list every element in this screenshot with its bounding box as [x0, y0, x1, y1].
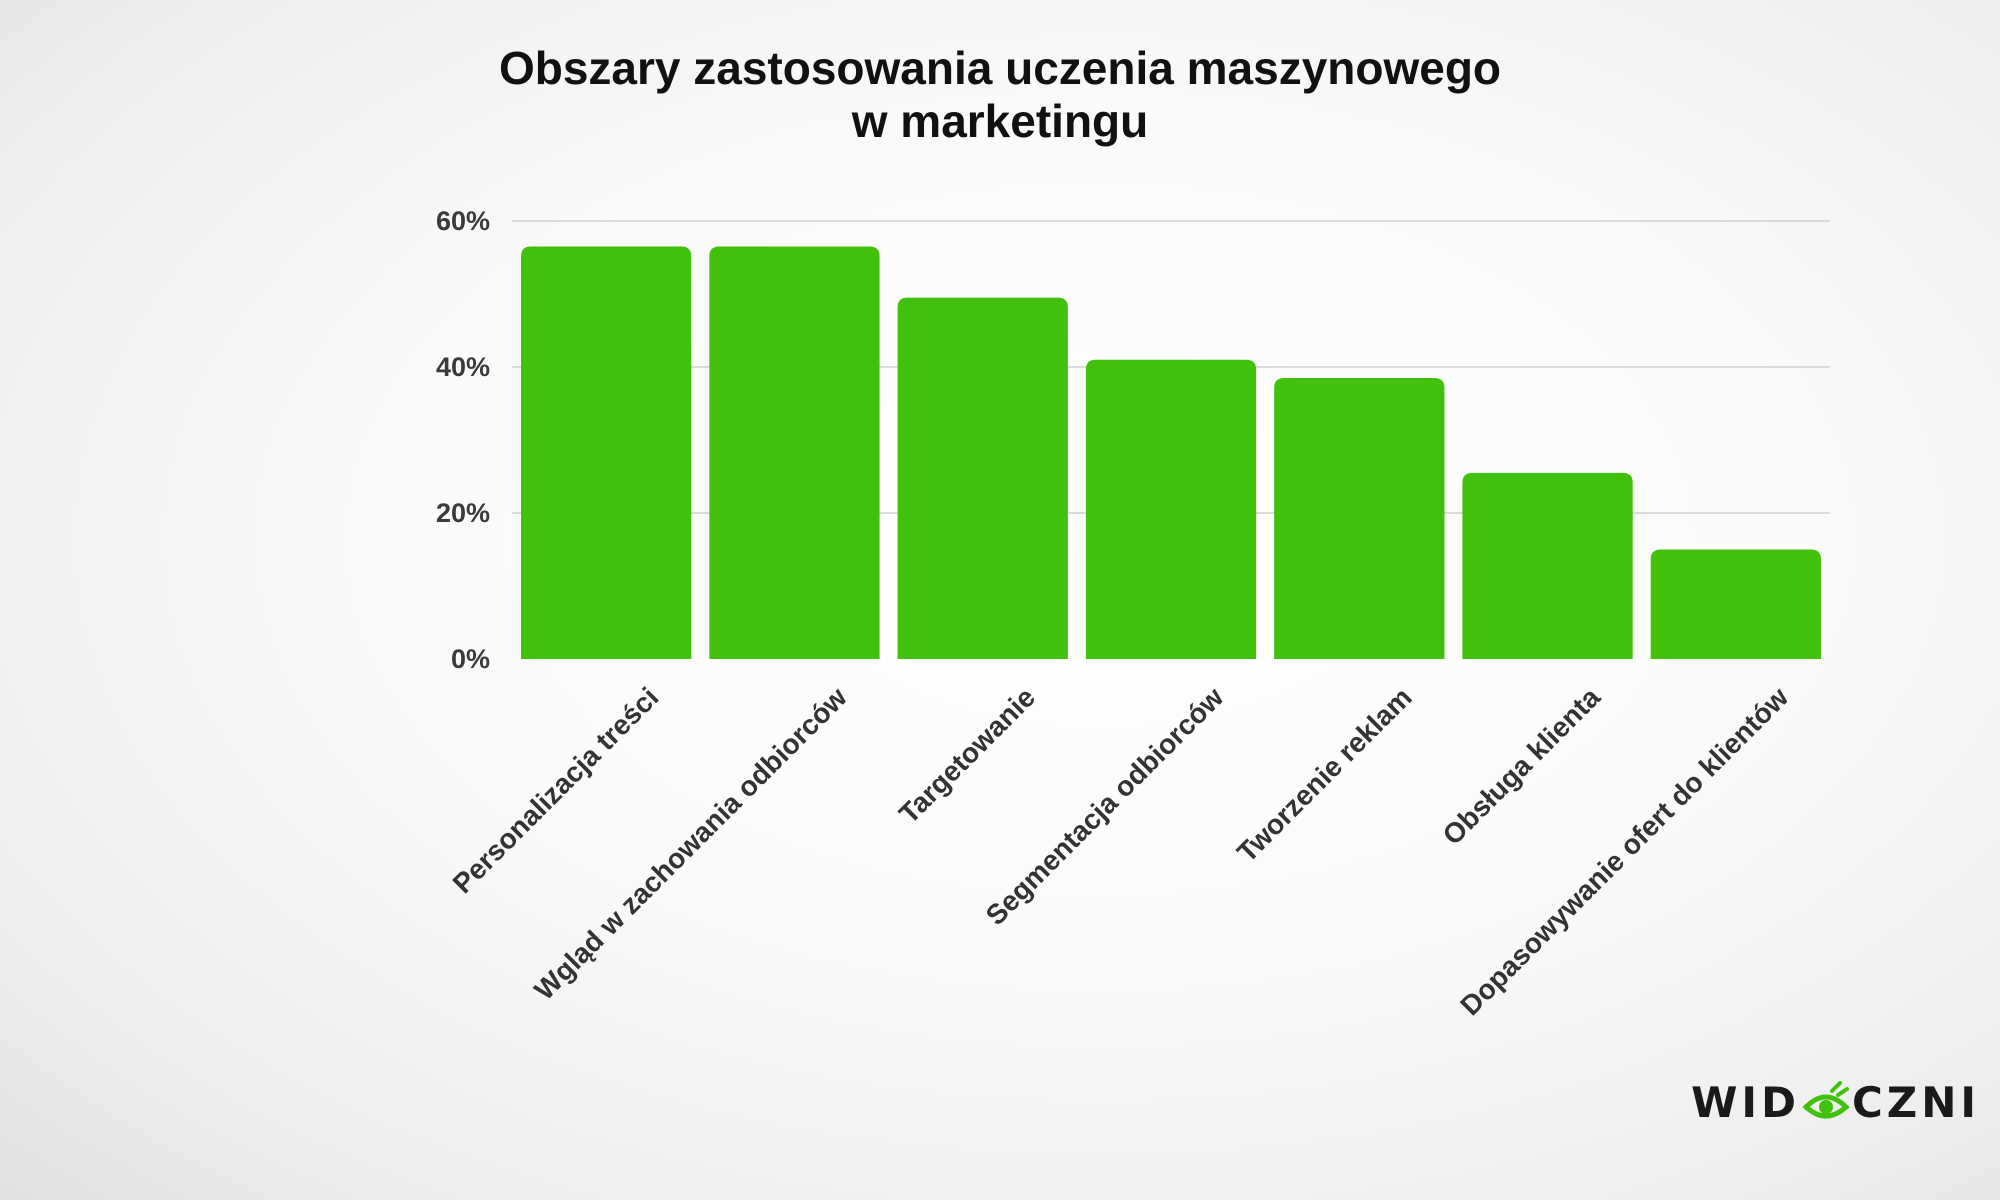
- bars-layer: [521, 246, 1821, 660]
- x-category-label: Wgląd w zachowania odbiorców: [528, 681, 853, 1006]
- y-tick-label: 0%: [451, 644, 490, 674]
- bar: [1650, 549, 1821, 659]
- x-category-label: Tworzenie reklam: [1231, 681, 1418, 868]
- bar: [1274, 377, 1445, 659]
- x-category-label: Dopasowywanie ofert do klientów: [1454, 681, 1794, 1021]
- bar: [1462, 472, 1633, 659]
- eye-icon: [1802, 1080, 1850, 1118]
- x-category-label: Targetowanie: [893, 681, 1041, 829]
- y-tick-label: 40%: [436, 352, 490, 382]
- x-category-label: Personalizacja treści: [447, 681, 665, 899]
- bar: [1085, 359, 1257, 659]
- y-tick-label: 20%: [436, 498, 490, 528]
- bar: [709, 246, 880, 660]
- brand-logo: WID CZNI: [1691, 1078, 1980, 1127]
- y-tick-label: 60%: [436, 206, 490, 236]
- chart-title-line-1: Obszary zastosowania uczenia maszynowego: [498, 42, 1502, 94]
- bar: [897, 297, 1068, 659]
- x-category-label: Obsługa klienta: [1437, 681, 1607, 851]
- logo-text-right: CZNI: [1851, 1078, 1980, 1127]
- y-axis: 0% 20% 40% 60%: [436, 206, 490, 674]
- bar: [521, 246, 692, 660]
- chart-title-line-2: w marketingu: [851, 94, 1149, 147]
- logo-text-left: WID: [1691, 1078, 1800, 1127]
- chart-title: Obszary zastosowania uczenia maszynowego…: [0, 42, 2000, 148]
